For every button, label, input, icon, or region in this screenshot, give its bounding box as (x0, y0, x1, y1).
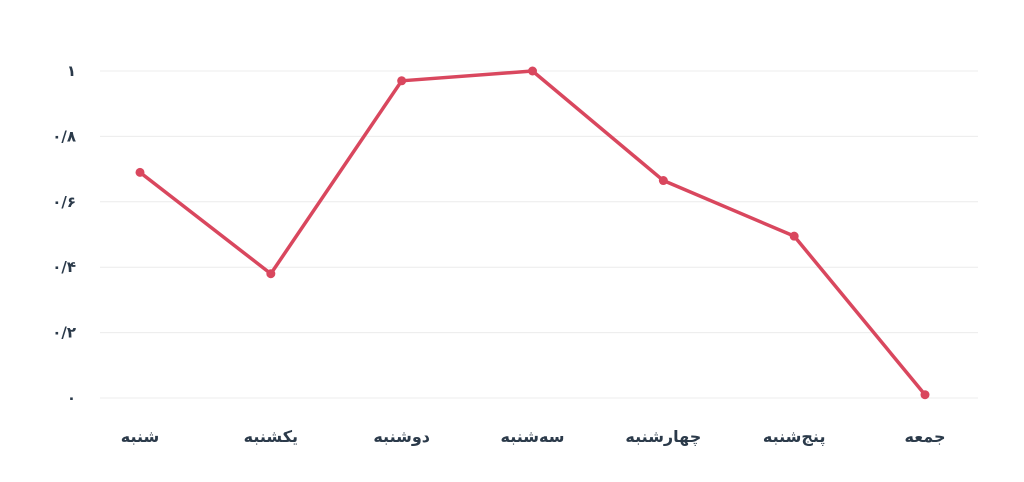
series-line (138, 69, 927, 397)
data-point (658, 176, 668, 186)
y-axis: ۰ ۰/۲ ۰/۴ ۰/۶ ۰/۸ ۱ (52, 62, 76, 407)
y-tick-label: ۰ (67, 389, 76, 407)
data-point (528, 66, 537, 76)
y-tick-label: ۰/۸ (52, 127, 76, 145)
data-point (135, 167, 145, 177)
y-tick-label: ۰/۶ (52, 193, 76, 211)
x-tick-label: جمعه (905, 427, 946, 446)
data-point (920, 390, 930, 400)
grid-lines (100, 70, 978, 399)
y-tick-label: ۰/۲ (52, 324, 76, 342)
series-layer (135, 66, 930, 400)
x-tick-label: شنبه (121, 427, 160, 446)
data-point (266, 269, 276, 279)
x-tick-label: یکشنبه (244, 427, 298, 446)
x-axis: شنبه یکشنبه دوشنبه سه‌شنبه چهارشنبه پنج‌شنبه ج… (121, 427, 946, 447)
x-tick-label: چهارشنبه (625, 427, 701, 447)
x-tick-label: دوشنبه (373, 427, 430, 446)
data-point (789, 231, 799, 241)
x-tick-label: پنج‌شنبه (763, 427, 826, 447)
y-tick-label: ۰/۴ (52, 258, 76, 276)
data-point (397, 76, 407, 86)
x-tick-label: سه‌شنبه (501, 427, 565, 446)
y-tick-label: ۱ (67, 62, 76, 80)
